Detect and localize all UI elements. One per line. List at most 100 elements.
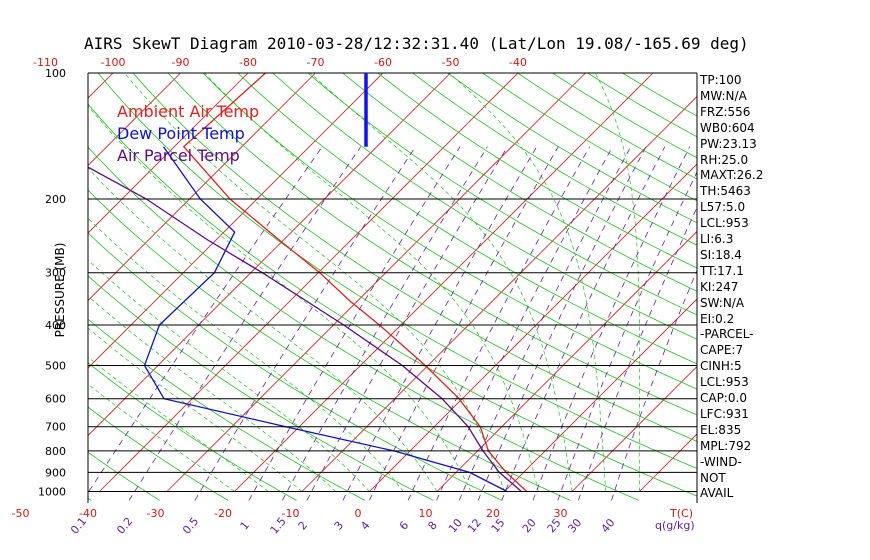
top-temp-tick-label: -80 [239, 56, 257, 69]
mixing-ratio-line [407, 146, 590, 501]
mixing-ratio-unit-label: q(g/kg) [655, 519, 695, 532]
mixing-ratio-tick-label: 0.2 [114, 515, 135, 537]
dry-adiabat-line [237, 73, 697, 365]
moist-adiabat-line [124, 73, 505, 492]
mixing-ratio-tick-label: 20 [520, 516, 539, 535]
isotherm-line [0, 73, 46, 492]
dry-adiabat-line [0, 73, 23, 500]
mixing-ratio-tick-label: 3 [332, 519, 346, 533]
dry-adiabat-line [88, 497, 92, 501]
isotherm-line [88, 73, 384, 369]
dry-adiabat-line [202, 73, 697, 390]
dry-adiabat-line [88, 406, 229, 501]
isotherm-line [88, 73, 181, 167]
pressure-tick-label: 600 [45, 393, 66, 406]
pressure-tick-label: 200 [45, 193, 66, 206]
top-temp-tick-label: -40 [509, 56, 527, 69]
legend-air-parcel-temp: Air Parcel Temp [117, 146, 240, 165]
dry-adiabat-line [88, 275, 434, 501]
mixing-ratio-line [88, 146, 323, 494]
dry-adiabat-line [88, 318, 366, 501]
mixing-ratio-line [248, 146, 461, 501]
top-temp-tick-label: -90 [172, 56, 190, 69]
mixing-ratio-line [557, 171, 697, 501]
bottom-temp-tick-label: 10 [419, 507, 433, 520]
pressure-tick-label: 500 [45, 360, 66, 373]
mixing-ratio-tick-label: 12 [465, 516, 484, 535]
top-temp-tick-label: -70 [307, 56, 325, 69]
pressure-tick-label: 400 [45, 319, 66, 332]
index-line: PW:23.13 [700, 136, 757, 151]
index-line: LCL:953 [700, 216, 749, 231]
isotherm-line [166, 73, 586, 492]
index-line: MAXT:26.2 [700, 168, 764, 183]
isotherm-line [571, 365, 697, 492]
index-line: AVAIL [700, 486, 734, 501]
isotherm-line [88, 73, 249, 234]
dry-adiabat-line [88, 362, 297, 501]
isotherm-line [301, 95, 697, 492]
mixing-ratio-tick-label: 1 [238, 519, 252, 533]
index-line: SI:18.4 [700, 247, 742, 262]
index-line: CAP:0.0 [700, 391, 747, 405]
bottom-temp-tick-label: -30 [147, 507, 165, 520]
dry-adiabat-line [97, 73, 697, 469]
index-line: -WIND- [700, 454, 742, 469]
legend-dew-point-temp: Dew Point Temp [117, 124, 245, 143]
bottom-temp-tick-label: -40 [79, 507, 97, 520]
index-line: LFC:931 [700, 406, 749, 421]
bottom-temp-tick-label: 30 [554, 507, 568, 520]
isotherm-line [504, 298, 697, 492]
index-line: FRZ:556 [700, 104, 751, 119]
isotherm-line [234, 73, 654, 492]
chart-title: AIRS SkewT Diagram 2010-03-28/12:32:31.4… [84, 34, 749, 53]
moist-adiabat-line [449, 73, 607, 492]
dry-adiabat-line [88, 451, 160, 501]
index-line: TH:5463 [700, 184, 751, 199]
dry-adiabat-line [517, 73, 697, 180]
dry-adiabat-line [88, 189, 571, 501]
moist-adiabat-line [309, 73, 573, 492]
moist-adiabat-line [594, 73, 640, 492]
bottom-temp-tick-label: 20 [486, 507, 500, 520]
mixing-ratio-tick-label: 10 [446, 516, 465, 535]
mixing-ratio-tick-label: 8 [425, 519, 439, 533]
pressure-tick-label: 1000 [38, 486, 66, 499]
mixing-ratio-line [194, 146, 416, 501]
index-line: -PARCEL- [700, 327, 754, 342]
index-line: CAPE:7 [700, 343, 744, 358]
pressure-tick-label: 100 [45, 67, 66, 80]
bottom-temp-tick-label: 0 [355, 507, 362, 520]
index-line: EI:0.2 [700, 311, 735, 326]
dry-adiabat-line [88, 103, 697, 497]
dry-adiabat-line [132, 73, 697, 442]
temp-axis-unit-label: T(C) [669, 507, 693, 520]
dry-adiabat-line [272, 73, 697, 340]
pressure-tick-label: 800 [45, 445, 66, 458]
dry-adiabat-line [88, 232, 502, 501]
top-temp-tick-label: -60 [374, 56, 392, 69]
bottom-temp-tick-label: -20 [214, 507, 232, 520]
index-line: EL:835 [700, 422, 742, 437]
index-line: SW:N/A [700, 295, 745, 310]
dry-adiabat-line [377, 73, 697, 269]
pressure-tick-label: 900 [45, 466, 66, 479]
bottom-temp-tick-label: -10 [282, 507, 300, 520]
dry-adiabat-line [342, 73, 697, 292]
moist-adiabat-line [88, 356, 269, 492]
isotherm-line [775, 73, 870, 492]
mixing-ratio-line [477, 146, 647, 501]
index-line: NOT [700, 470, 726, 485]
isotherm-line [88, 73, 316, 302]
parcel-profile [88, 166, 522, 492]
mixing-ratio-line [369, 146, 559, 501]
bottom-temp-tick-label: -50 [12, 507, 30, 520]
moist-adiabat-line [88, 295, 337, 492]
pressure-tick-label: 300 [45, 267, 66, 280]
moist-adiabat-line [204, 73, 539, 492]
index-line: TT:17.1 [700, 263, 744, 278]
y-axis-label: PRESSURE (MB) [53, 242, 67, 338]
index-line: LCL:953 [700, 375, 749, 390]
